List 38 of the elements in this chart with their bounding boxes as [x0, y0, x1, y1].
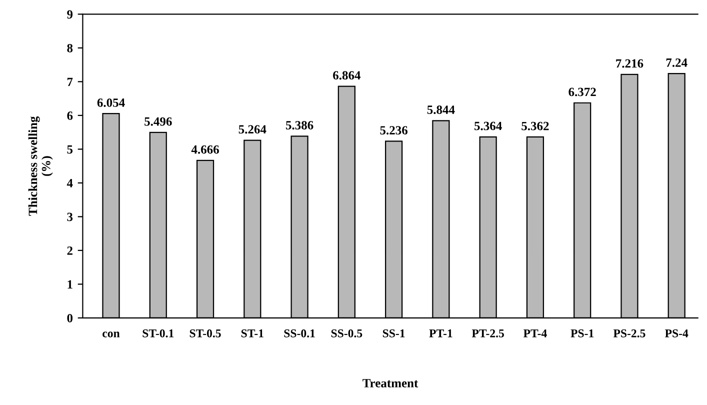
data-label: 7.24	[666, 58, 688, 67]
x-tick-label: PS-4	[664, 329, 688, 338]
x-tick-label: ST-1	[241, 329, 264, 338]
data-label: 7.216	[616, 59, 644, 68]
data-label: 6.372	[568, 88, 596, 96]
y-tick-label: 2	[67, 246, 72, 255]
x-tick-label: ST-0.5	[190, 329, 221, 338]
x-tick-label: ST-0.1	[142, 329, 174, 338]
x-tick-label: SS-0.5	[331, 329, 362, 338]
y-tick-label: 3	[67, 212, 73, 222]
y-tick-label: 6	[67, 111, 73, 120]
x-tick-label: PT-1	[429, 329, 452, 338]
data-label: 6.864	[333, 71, 360, 80]
x-tick-label: PS-1	[570, 329, 594, 338]
data-label: 6.054	[97, 98, 125, 107]
x-tick-label: PT-2.5	[472, 329, 504, 338]
y-axis-title: Thickness swelling (%)	[28, 116, 53, 216]
data-label: 5.844	[427, 106, 455, 114]
y-tick-label: 1	[68, 280, 72, 289]
y-tick-label: 9	[67, 10, 73, 19]
y-tick-label: 0	[67, 314, 73, 322]
data-label: 5.496	[144, 117, 172, 126]
y-tick-label: 4	[66, 179, 73, 188]
data-label: 5.386	[286, 121, 314, 130]
data-label: 4.666	[191, 145, 219, 154]
y-tick-label: 8	[67, 44, 73, 52]
data-label: 5.362	[522, 122, 549, 130]
x-tick-label: SS-1	[382, 329, 405, 338]
x-axis-title: Treatment	[362, 379, 418, 388]
x-tick-label: PT-4	[523, 329, 547, 338]
x-tick-label: SS-0.1	[284, 329, 315, 338]
y-tick-label: 7	[67, 78, 73, 86]
data-label: 5.236	[380, 126, 408, 135]
x-tick-label: con	[102, 332, 120, 338]
y-tick-label: 5	[67, 145, 73, 154]
data-label: 5.264	[238, 125, 266, 134]
x-tick-label: PS-2.5	[613, 329, 646, 338]
data-label: 5.364	[474, 122, 502, 130]
